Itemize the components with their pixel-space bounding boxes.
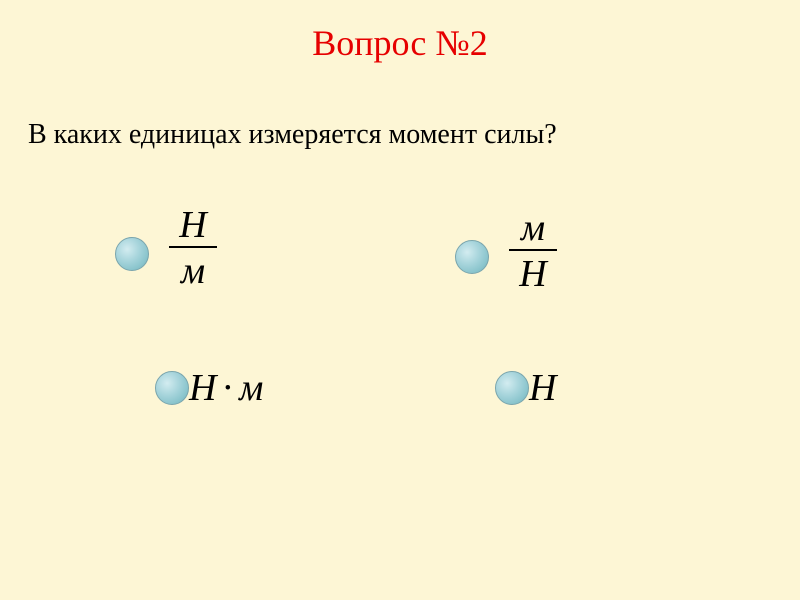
slide-title: Вопрос №2 [0, 0, 800, 64]
option-b[interactable]: м Н [455, 209, 557, 293]
radio-icon [115, 237, 149, 271]
radio-icon [155, 371, 189, 405]
product-operator: · [221, 367, 234, 409]
fraction-denominator: Н [511, 251, 554, 293]
option-c-formula: Н·м [189, 366, 263, 410]
option-d-formula: Н [529, 366, 556, 410]
product-left: Н [189, 367, 216, 409]
product-right: м [239, 367, 263, 409]
question-text: В каких единицах измеряется момент силы? [0, 64, 800, 151]
option-c[interactable]: Н·м [155, 366, 263, 410]
fraction-numerator: Н [171, 206, 214, 246]
option-a-formula: Н м [169, 206, 217, 290]
fraction-denominator: м [173, 248, 213, 290]
options-container: Н м м Н Н·м Н [0, 151, 800, 551]
option-a[interactable]: Н м [115, 206, 217, 290]
fraction-numerator: м [513, 209, 553, 249]
option-d[interactable]: Н [495, 366, 556, 410]
option-b-formula: м Н [509, 209, 557, 293]
radio-icon [455, 240, 489, 274]
radio-icon [495, 371, 529, 405]
simple-value: Н [529, 367, 556, 409]
